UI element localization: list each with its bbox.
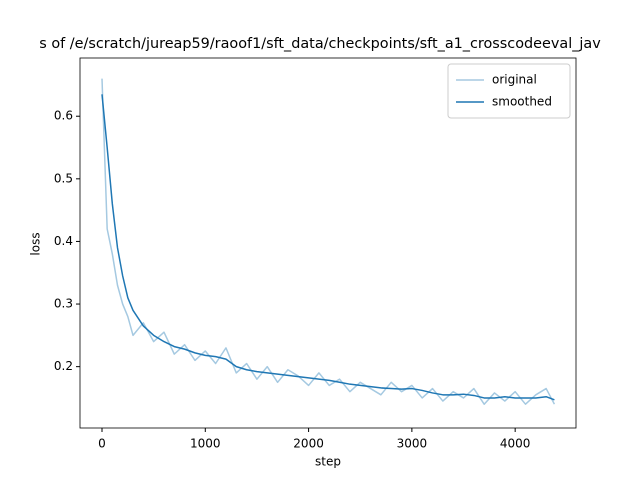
y-axis-label: loss (29, 232, 43, 255)
series-line (101, 94, 555, 401)
x-tick-label: 4000 (500, 437, 531, 451)
x-tick-label: 0 (98, 437, 106, 451)
legend-label: smoothed (492, 95, 552, 109)
x-tick-label: 3000 (397, 437, 428, 451)
legend-label: original (492, 73, 537, 87)
plot-frame (79, 57, 577, 429)
x-axis-label: step (315, 455, 341, 469)
y-tick-label: 0.3 (54, 297, 73, 311)
chart-title: s of /e/scratch/jureap59/raoof1/sft_data… (39, 36, 601, 52)
y-tick-label: 0.4 (54, 234, 73, 248)
series-line (101, 78, 556, 405)
x-tick-label: 2000 (293, 437, 324, 451)
y-tick-label: 0.5 (54, 171, 73, 185)
x-tick-label: 1000 (190, 437, 221, 451)
y-tick-label: 0.6 (54, 109, 73, 123)
y-tick-label: 0.2 (54, 359, 73, 373)
legend-box (447, 63, 571, 119)
